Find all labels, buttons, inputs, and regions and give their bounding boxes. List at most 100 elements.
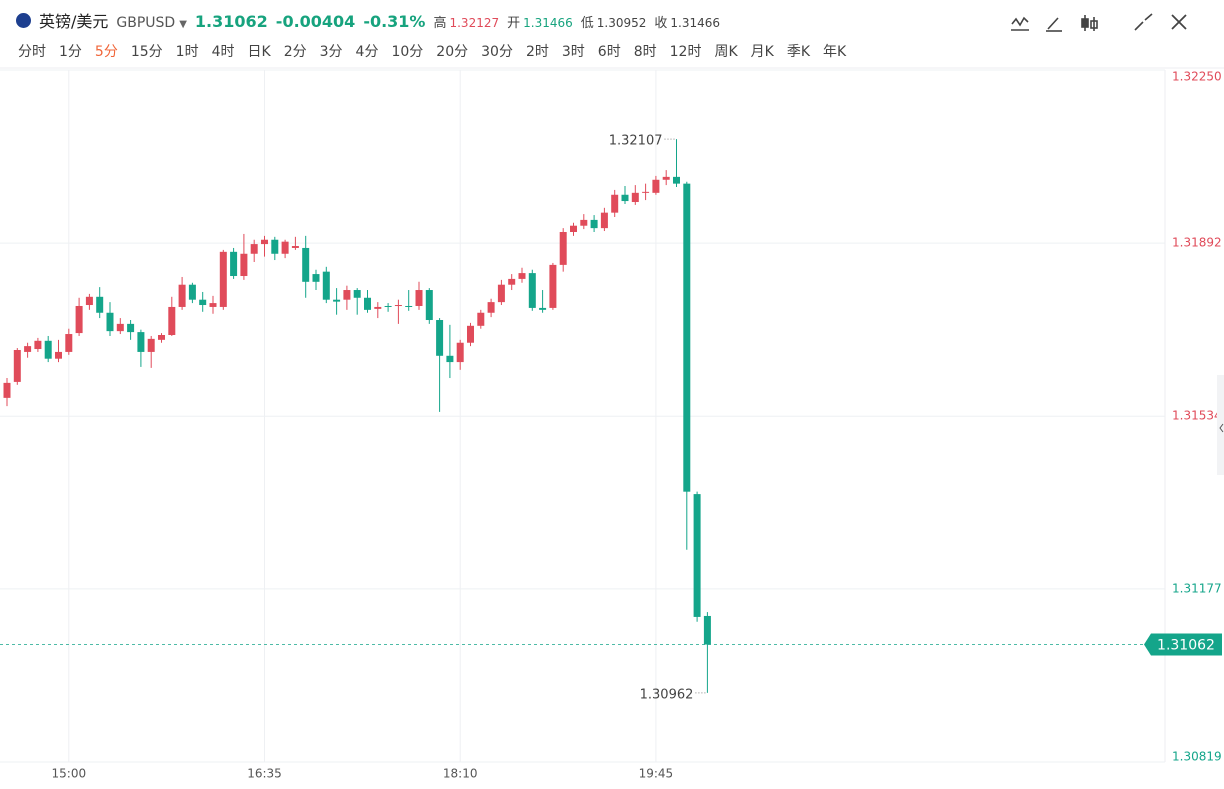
candle-body — [168, 306, 176, 336]
period-tab[interactable]: 月K — [750, 44, 774, 60]
draw-icon[interactable] — [1046, 17, 1062, 32]
y-tick-label: 1.30819 — [1172, 750, 1222, 764]
candle-body — [487, 302, 495, 313]
candle-body — [467, 325, 474, 343]
period-tab[interactable]: 6时 — [597, 44, 621, 60]
candle-body — [621, 194, 629, 202]
candle-body — [13, 349, 21, 382]
candle-body — [703, 615, 711, 645]
candle-body — [281, 241, 289, 254]
candle-body — [693, 494, 701, 617]
candle-body — [539, 307, 547, 310]
candle-body — [55, 351, 62, 359]
candle-body — [394, 305, 402, 307]
candle-body — [147, 338, 155, 352]
candle-body — [158, 335, 165, 340]
period-tab[interactable]: 1时 — [175, 44, 199, 60]
candle-body — [662, 176, 670, 180]
shrink-icon[interactable] — [1134, 13, 1153, 31]
period-tab[interactable]: 3分 — [319, 44, 343, 60]
candle-body — [127, 323, 135, 333]
candle-body — [528, 273, 536, 308]
period-tab[interactable]: 30分 — [481, 44, 513, 60]
candle-body — [364, 297, 371, 310]
stat-value: 1.32127 — [449, 16, 500, 30]
candle-body — [209, 303, 217, 307]
candle-body — [322, 271, 330, 300]
period-tab[interactable]: 日K — [247, 44, 271, 60]
x-tick-label: 18:10 — [443, 767, 478, 781]
candle-body — [312, 274, 320, 282]
period-tab[interactable]: 周K — [714, 44, 738, 60]
side-handle[interactable] — [1217, 375, 1224, 475]
period-tab[interactable]: 4时 — [211, 44, 235, 60]
toolbar — [1011, 13, 1187, 32]
header: 英镑/美元 GBPUSD ▼ 1.31062 -0.00404 -0.31% 高… — [16, 8, 720, 32]
stat-value: 1.30952 — [596, 16, 647, 30]
candle-body — [65, 334, 73, 352]
period-tab[interactable]: 季K — [786, 44, 811, 60]
low-annotation: 1.30962 — [640, 687, 694, 702]
candle-body — [75, 305, 83, 334]
candle-body — [250, 244, 258, 254]
period-tab[interactable]: 分时 — [18, 44, 46, 60]
period-tab[interactable]: 5分 — [94, 44, 118, 60]
candle-body — [549, 264, 557, 308]
candle-body — [497, 284, 505, 303]
candle-body — [384, 305, 392, 307]
dropdown-caret[interactable]: ▼ — [179, 19, 187, 30]
candle-body — [642, 191, 650, 193]
candle-body — [631, 192, 639, 203]
candle-body — [652, 179, 660, 193]
period-tab[interactable]: 10分 — [391, 44, 424, 60]
instrument-name: 英镑/美元 — [39, 12, 109, 31]
last-price: 1.31062 — [194, 12, 268, 31]
period-tab[interactable]: 12时 — [669, 44, 702, 60]
candle-body — [405, 305, 413, 307]
x-tick-label: 15:00 — [52, 767, 87, 781]
close-icon[interactable] — [1171, 14, 1187, 30]
candle-body — [24, 346, 32, 352]
candle-body — [425, 290, 433, 321]
period-tab[interactable]: 8时 — [633, 44, 657, 60]
candle-body — [3, 382, 11, 398]
period-tab[interactable]: 2时 — [525, 44, 549, 60]
candle-body — [178, 284, 186, 307]
period-tab[interactable]: 1分 — [59, 44, 82, 60]
candle-icon[interactable] — [1081, 15, 1098, 31]
last-price-tag — [1144, 633, 1222, 656]
candle-body — [353, 290, 361, 298]
candle-body — [415, 290, 423, 306]
candle-body — [271, 239, 279, 254]
period-tab[interactable]: 年K — [823, 44, 847, 60]
x-tick-label: 16:35 — [247, 767, 282, 781]
candle-body — [199, 299, 207, 306]
candle-body — [116, 323, 124, 332]
line-chart-icon[interactable] — [1011, 16, 1029, 31]
candle-body — [261, 239, 268, 245]
period-tab[interactable]: 3时 — [561, 44, 585, 60]
period-tab[interactable]: 20分 — [436, 44, 469, 60]
stat-label: 收 — [654, 16, 668, 31]
flag-icon — [16, 12, 31, 28]
y-tick-label: 1.31892 — [1172, 236, 1222, 250]
candle-body — [219, 251, 227, 307]
period-tab[interactable]: 15分 — [130, 44, 163, 60]
price-change-pct: -0.31% — [363, 12, 426, 31]
y-tick-label: 1.31534 — [1172, 409, 1222, 423]
period-tab[interactable]: 4分 — [355, 44, 379, 60]
candle-body — [446, 355, 454, 363]
stat-label: 低 — [580, 16, 594, 31]
candle-body — [580, 219, 588, 226]
side-handle-arrow — [1219, 423, 1224, 433]
stat-value: 1.31466 — [670, 16, 721, 30]
period-tab[interactable]: 2分 — [283, 44, 307, 60]
stat-label: 开 — [507, 16, 521, 31]
y-tick-label: 1.32250 — [1172, 70, 1222, 84]
stat-value: 1.31466 — [523, 16, 573, 30]
candle-body — [291, 246, 299, 248]
candle-body — [85, 296, 93, 306]
candle-body — [570, 225, 577, 232]
instrument-code[interactable]: GBPUSD — [116, 15, 176, 31]
